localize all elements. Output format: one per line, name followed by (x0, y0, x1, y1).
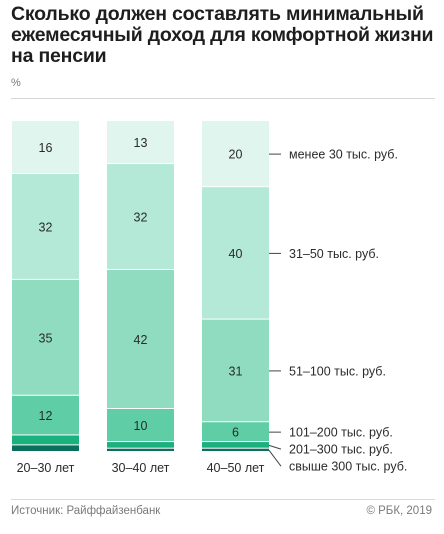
data-label: 35 (39, 331, 53, 345)
legend-entry: менее 30 тыс. руб. (289, 148, 398, 162)
data-label: 16 (39, 141, 53, 155)
chart-title: Сколько должен составлять минимальный еж… (11, 4, 436, 67)
title-line-1: Сколько должен составлять минимальный (11, 3, 424, 25)
stacked-bar-chart: 16 32 35 12 20–30 лет 13 32 42 10 30–40 лет 20 40 31… (12, 121, 407, 475)
copyright-note: © РБК, 2019 (366, 505, 432, 517)
legend-entry: 51–100 тыс. руб. (289, 364, 386, 378)
bar-segment (202, 442, 269, 448)
title-line-2: ежемесячный доход для комфортной жизни (11, 24, 434, 46)
legend-leader-line (268, 444, 282, 450)
bar-segment (12, 173, 79, 279)
bar-segment (107, 121, 174, 164)
bar-segment (107, 269, 174, 408)
legend-leader-line (268, 450, 282, 467)
bar-segment (202, 187, 269, 319)
category-label: 20–30 лет (17, 461, 75, 475)
bar-segment (202, 448, 269, 451)
bar-segment (12, 445, 79, 451)
source-note: Источник: Райффайзенбанк (11, 505, 161, 517)
bar-segment (12, 395, 79, 435)
bar-segment (202, 422, 269, 442)
top-divider (11, 98, 435, 99)
bar-segment (12, 279, 79, 395)
category-label: 40–50 лет (207, 461, 265, 475)
data-label: 20 (229, 148, 243, 162)
data-label: 32 (134, 210, 148, 224)
data-label: 42 (134, 333, 148, 347)
data-label: 12 (39, 409, 53, 423)
data-label: 6 (232, 426, 239, 440)
category-label: 30–40 лет (112, 461, 170, 475)
legend-entry: свыше 300 тыс. руб. (289, 460, 407, 474)
legend-entry: 31–50 тыс. руб. (289, 247, 379, 261)
data-label: 32 (39, 220, 53, 234)
data-label: 10 (134, 419, 148, 433)
bar-segment (107, 164, 174, 269)
bar-segment (202, 121, 269, 187)
bottom-divider (11, 499, 435, 500)
bar-segment (202, 319, 269, 422)
bar-segment (107, 408, 174, 442)
bar-segment (107, 442, 174, 448)
legend-entry: 101–200 тыс. руб. (289, 426, 393, 440)
data-label: 31 (229, 364, 243, 378)
bar-segment (12, 435, 79, 445)
bar-segment (107, 448, 174, 451)
data-label: 40 (229, 247, 243, 261)
data-label: 13 (134, 136, 148, 150)
legend-entry: 201–300 тыс. руб. (289, 443, 393, 457)
unit-label: % (11, 77, 21, 89)
title-line-3: на пенсии (11, 45, 107, 67)
bar-segment (12, 121, 79, 173)
